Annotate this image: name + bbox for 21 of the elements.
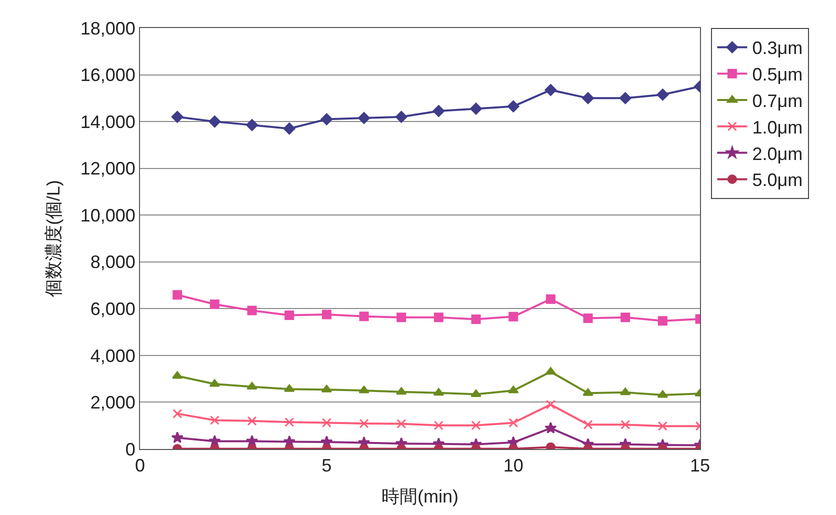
y-tick-label: 10,000 — [80, 205, 136, 226]
y-tick-label: 0 — [125, 439, 136, 460]
y-tick-label: 2,000 — [90, 392, 136, 413]
x-axis-title: 時間(min) — [382, 486, 458, 507]
legend-label: 1.0μm — [752, 117, 803, 138]
y-tick-label: 16,000 — [80, 65, 136, 86]
x-tick-label: 5 — [322, 456, 332, 476]
legend-label: 5.0μm — [752, 170, 803, 190]
y-tick-label: 4,000 — [90, 346, 136, 366]
x-tick-label: 10 — [503, 456, 524, 476]
y-tick-label: 6,000 — [90, 298, 136, 319]
x-tick-label: 15 — [690, 456, 710, 476]
y-tick-label: 18,000 — [80, 18, 136, 38]
y-tick-label: 8,000 — [90, 252, 136, 272]
legend-label: 0.7μm — [752, 91, 803, 112]
y-tick-label: 14,000 — [80, 112, 136, 132]
y-tick-label: 12,000 — [80, 158, 136, 179]
y-axis-title: 個数濃度(個/L) — [44, 180, 64, 297]
legend-label: 2.0μm — [752, 144, 803, 164]
legend-label: 0.5μm — [752, 64, 803, 85]
legend-label: 0.3μm — [752, 38, 803, 58]
